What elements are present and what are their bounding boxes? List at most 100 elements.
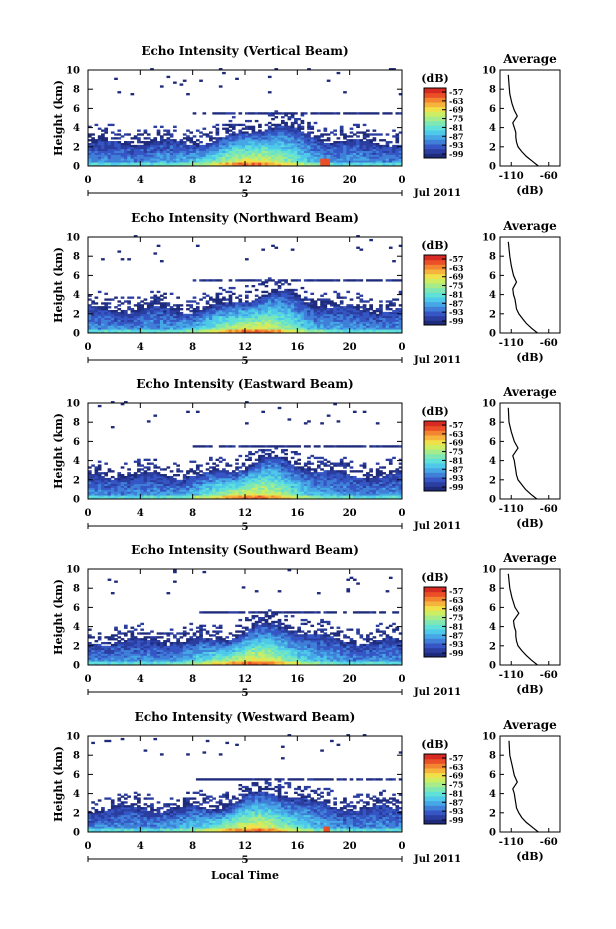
heatmap-cell (146, 137, 151, 140)
heatmap-cell (146, 495, 151, 498)
heatmap-cell (114, 150, 118, 153)
heatmap-cell (346, 164, 351, 167)
heatmap-cell (212, 125, 216, 128)
heatmap-cell (169, 144, 174, 148)
heatmap-cell (323, 317, 328, 320)
heatmap-cell (248, 491, 252, 494)
heatmap-cell (388, 308, 393, 311)
heatmap-cell (163, 146, 167, 150)
heatmap-cell (123, 485, 128, 488)
heatmap-cell (176, 164, 180, 167)
heatmap-cell (323, 323, 328, 326)
heatmap-cell (163, 160, 167, 163)
heatmap-cell (356, 325, 360, 328)
heatmap-cell (398, 158, 403, 161)
heatmap-cell (316, 311, 321, 315)
heatmap-cell (336, 327, 341, 330)
heatmap-cell (192, 142, 197, 146)
heatmap-cell (356, 308, 360, 311)
heatmap-cell (307, 304, 311, 307)
heatmap-cell (356, 123, 360, 127)
heatmap-cell (241, 164, 246, 167)
heatmap-cell (290, 154, 295, 157)
heatmap-cell (307, 154, 311, 157)
heatmap-cell (323, 315, 328, 319)
heatmap-cell (297, 311, 301, 315)
heatmap-cell (173, 491, 177, 494)
heatmap-cell (104, 495, 109, 498)
heatmap-cell (307, 313, 311, 317)
heatmap-cell (209, 311, 213, 315)
heatmap-cell (267, 319, 272, 322)
heatmap-cell (248, 133, 252, 136)
heatmap-cell (323, 156, 328, 159)
heatmap-cell (300, 142, 305, 146)
heatmap-cell (218, 495, 223, 498)
heatmap-cell (352, 160, 357, 163)
heatmap-cell (330, 142, 334, 146)
heatmap-cell (330, 491, 334, 494)
heatmap-cell (251, 135, 256, 138)
heatmap-cell (290, 451, 295, 454)
heatmap-cell (382, 152, 387, 155)
heatmap-cell (143, 131, 148, 134)
heatmap-cell (189, 327, 194, 330)
heatmap-cell (307, 475, 311, 479)
heatmap-cell (271, 477, 275, 481)
heatmap-cell (245, 119, 249, 123)
heatmap-cell (274, 141, 279, 144)
heatmap-cell (215, 464, 220, 467)
heatmap-cell (297, 323, 301, 326)
heatmap-cell (173, 81, 177, 84)
heatmap-cell (238, 474, 243, 477)
heatmap-cell (267, 114, 272, 117)
heatmap-cell (153, 495, 158, 498)
heatmap-cell (267, 279, 272, 282)
heatmap-cell (88, 146, 92, 150)
heatmap-cell (245, 331, 249, 334)
heatmap-cell (225, 123, 230, 127)
heatmap-cell (274, 491, 279, 494)
heatmap-cell (310, 468, 315, 471)
heatmap-cell (228, 485, 233, 488)
heatmap-cell (186, 487, 190, 490)
heatmap-cell (248, 483, 252, 486)
heatmap-cell (91, 156, 95, 159)
heatmap-cell (153, 323, 158, 326)
heatmap-cell (274, 306, 279, 309)
heatmap-cell (339, 158, 344, 161)
heatmap-cell (303, 445, 308, 448)
date-label: Jul 2011 (413, 188, 461, 199)
heatmap-cell (313, 491, 318, 494)
heatmap-cell (140, 329, 144, 332)
heatmap-cell (163, 323, 167, 326)
heatmap-cell (225, 323, 230, 326)
heatmap-cell (267, 481, 272, 485)
heatmap-cell (91, 309, 95, 313)
heatmap-cell (199, 279, 203, 282)
heatmap-cell (330, 472, 334, 475)
heatmap-cell (258, 456, 262, 460)
heatmap-cell (284, 475, 288, 479)
heatmap-cell (192, 144, 197, 148)
heatmap-cell (228, 313, 233, 317)
heatmap-cell (264, 279, 269, 282)
heatmap-cell (372, 329, 377, 332)
heatmap-cell (143, 298, 148, 301)
heatmap-cell (320, 329, 324, 332)
heatmap-cell (307, 279, 311, 282)
heatmap-cell (366, 315, 370, 319)
heatmap-cell (336, 474, 341, 477)
heatmap-cell (212, 146, 216, 150)
heatmap-cell (97, 321, 102, 324)
heatmap-cell (287, 116, 292, 119)
heatmap-cell (123, 317, 128, 320)
heatmap-cell (199, 483, 203, 486)
heatmap-cell (372, 315, 377, 319)
heatmap-cell (127, 495, 131, 498)
heatmap-cell (107, 142, 112, 146)
panel-title: Echo Intensity (Vertical Beam) (141, 44, 348, 58)
heatmap-cell (189, 485, 194, 488)
heatmap-cell (294, 327, 298, 330)
heatmap-cell (277, 304, 282, 307)
